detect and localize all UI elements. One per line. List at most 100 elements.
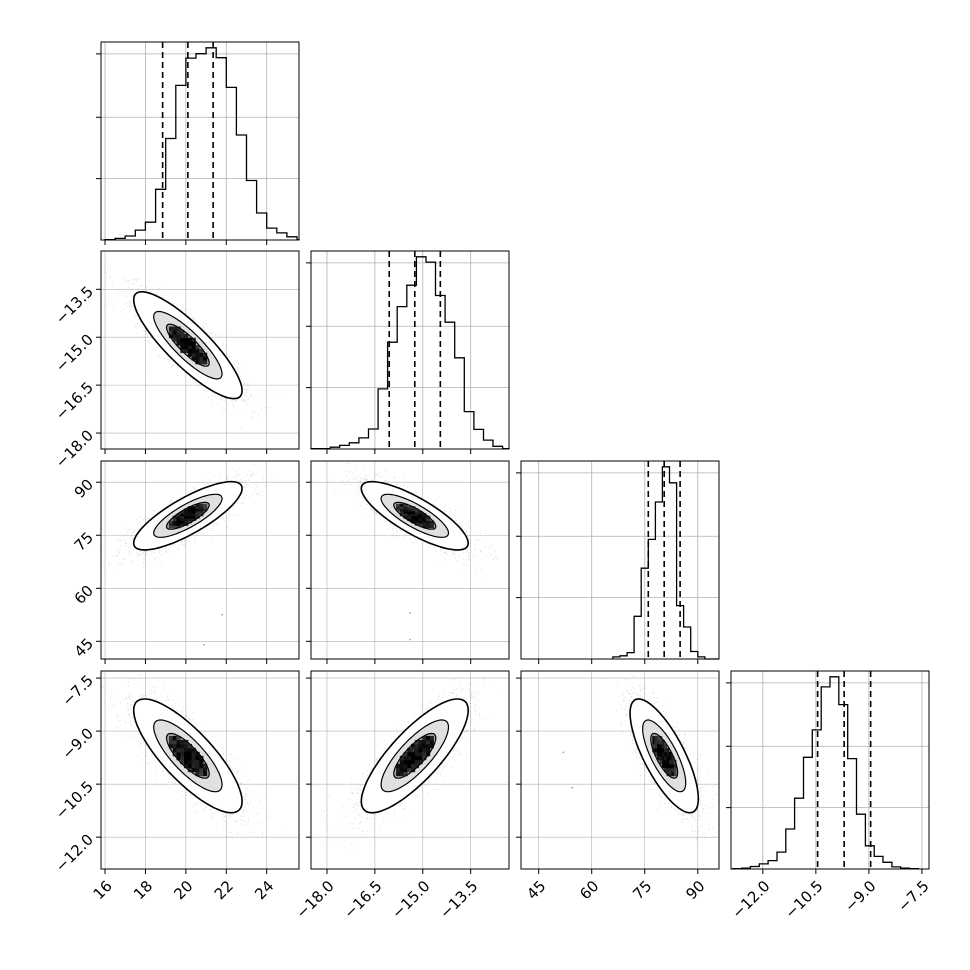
density-cell — [191, 506, 196, 510]
density-cell — [184, 751, 189, 757]
density-cell — [199, 503, 204, 507]
hist-panel-2 — [516, 460, 720, 664]
density-cell — [172, 518, 177, 521]
density-cell — [411, 755, 416, 761]
contour-line — [132, 698, 243, 814]
density-cell — [187, 755, 193, 761]
scatter-panel-2-0 — [96, 460, 300, 664]
density-cell — [652, 743, 656, 749]
x-tick-label: −10.5 — [781, 877, 826, 922]
x-tick-label: −15.0 — [388, 877, 433, 922]
density-cell — [195, 751, 200, 757]
y-tick-label: −10.5 — [52, 777, 97, 822]
density-cell — [176, 747, 181, 753]
density-cell — [184, 337, 189, 342]
y-tick-label: 60 — [71, 582, 97, 608]
density-cell — [168, 739, 174, 745]
density-cell — [671, 755, 675, 761]
density-cell — [411, 520, 416, 524]
density-cell — [176, 755, 181, 761]
density-cell — [664, 759, 667, 765]
density-cell — [671, 771, 675, 777]
density-cell — [187, 520, 193, 524]
density-cell — [425, 522, 431, 526]
density-cell — [180, 759, 185, 765]
density-cell — [168, 334, 174, 339]
density-cell — [411, 515, 416, 519]
density-cell — [184, 755, 189, 761]
outlier-point — [409, 638, 411, 641]
density-cell — [671, 763, 675, 769]
density-cell — [172, 525, 177, 529]
density-cell — [425, 525, 431, 529]
density-cell — [422, 518, 427, 521]
scatter-panel-3-1 — [306, 670, 510, 874]
density-cell — [399, 759, 404, 765]
density-cell — [403, 755, 408, 761]
density-cell — [199, 356, 204, 361]
density-cell — [180, 739, 185, 745]
density-cell — [396, 506, 401, 510]
x-tick-label: 20 — [170, 877, 196, 903]
density-cell — [191, 341, 196, 346]
density-cell — [411, 518, 416, 521]
density-cell — [172, 747, 177, 753]
density-cell — [176, 735, 181, 741]
density-cell — [191, 751, 196, 757]
axes-frame — [310, 670, 510, 870]
density-cell — [184, 759, 189, 765]
y-tick-label: −13.5 — [52, 283, 97, 328]
density-cell — [195, 763, 200, 769]
density-cell — [411, 743, 416, 749]
density-cell — [176, 330, 181, 335]
density-cell — [414, 747, 419, 753]
density-cell — [176, 751, 181, 757]
contour-line — [629, 698, 700, 814]
density-cell — [657, 747, 660, 753]
density-cell — [659, 743, 663, 749]
density-cell — [668, 755, 672, 761]
density-cell — [176, 326, 181, 331]
density-cell — [187, 508, 193, 512]
density-cell — [199, 511, 204, 514]
density-cell — [199, 508, 204, 512]
density-cell — [418, 759, 423, 765]
density-cell — [184, 743, 189, 749]
contour-line — [165, 323, 210, 367]
density-cell — [661, 739, 665, 745]
x-tick-label: −13.5 — [436, 877, 481, 922]
density-cell — [664, 751, 667, 757]
density-cell — [396, 763, 401, 769]
x-tick-label: −18.0 — [292, 877, 337, 922]
density-cell — [666, 767, 670, 773]
density-cell — [411, 511, 416, 514]
density-cell — [199, 360, 204, 365]
density-cell — [187, 751, 193, 757]
density-cell — [399, 511, 404, 514]
density-cell — [422, 743, 427, 749]
density-cell — [180, 518, 185, 521]
density-cell — [407, 508, 412, 512]
scatter-panel-1-0 — [96, 250, 300, 454]
density-cell — [187, 506, 193, 510]
axes-frame — [100, 670, 300, 870]
density-cell — [414, 739, 419, 745]
density-cell — [191, 755, 196, 761]
density-cell — [659, 747, 663, 753]
density-cell — [418, 739, 423, 745]
histogram-step — [104, 47, 300, 241]
density-cell — [180, 511, 185, 514]
density-cell — [176, 337, 181, 342]
scatter-panel-3-2 — [516, 670, 720, 874]
density-cell — [664, 747, 667, 753]
density-cell — [666, 747, 670, 753]
contour-line — [153, 493, 223, 538]
density-cell — [407, 515, 412, 519]
density-cell — [407, 518, 412, 521]
density-cell — [184, 334, 189, 339]
density-cell — [661, 747, 665, 753]
density-cell — [671, 767, 675, 773]
density-cell — [168, 525, 174, 529]
density-cell — [425, 515, 431, 519]
density-cell — [668, 767, 672, 773]
